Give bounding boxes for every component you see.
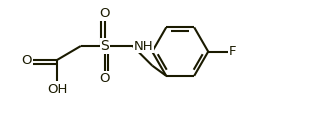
Text: OH: OH (47, 83, 67, 96)
Text: O: O (99, 7, 110, 20)
Text: O: O (99, 72, 110, 85)
Text: NH: NH (134, 40, 153, 52)
Text: F: F (229, 45, 236, 58)
Text: O: O (22, 54, 32, 66)
Text: S: S (100, 39, 109, 53)
